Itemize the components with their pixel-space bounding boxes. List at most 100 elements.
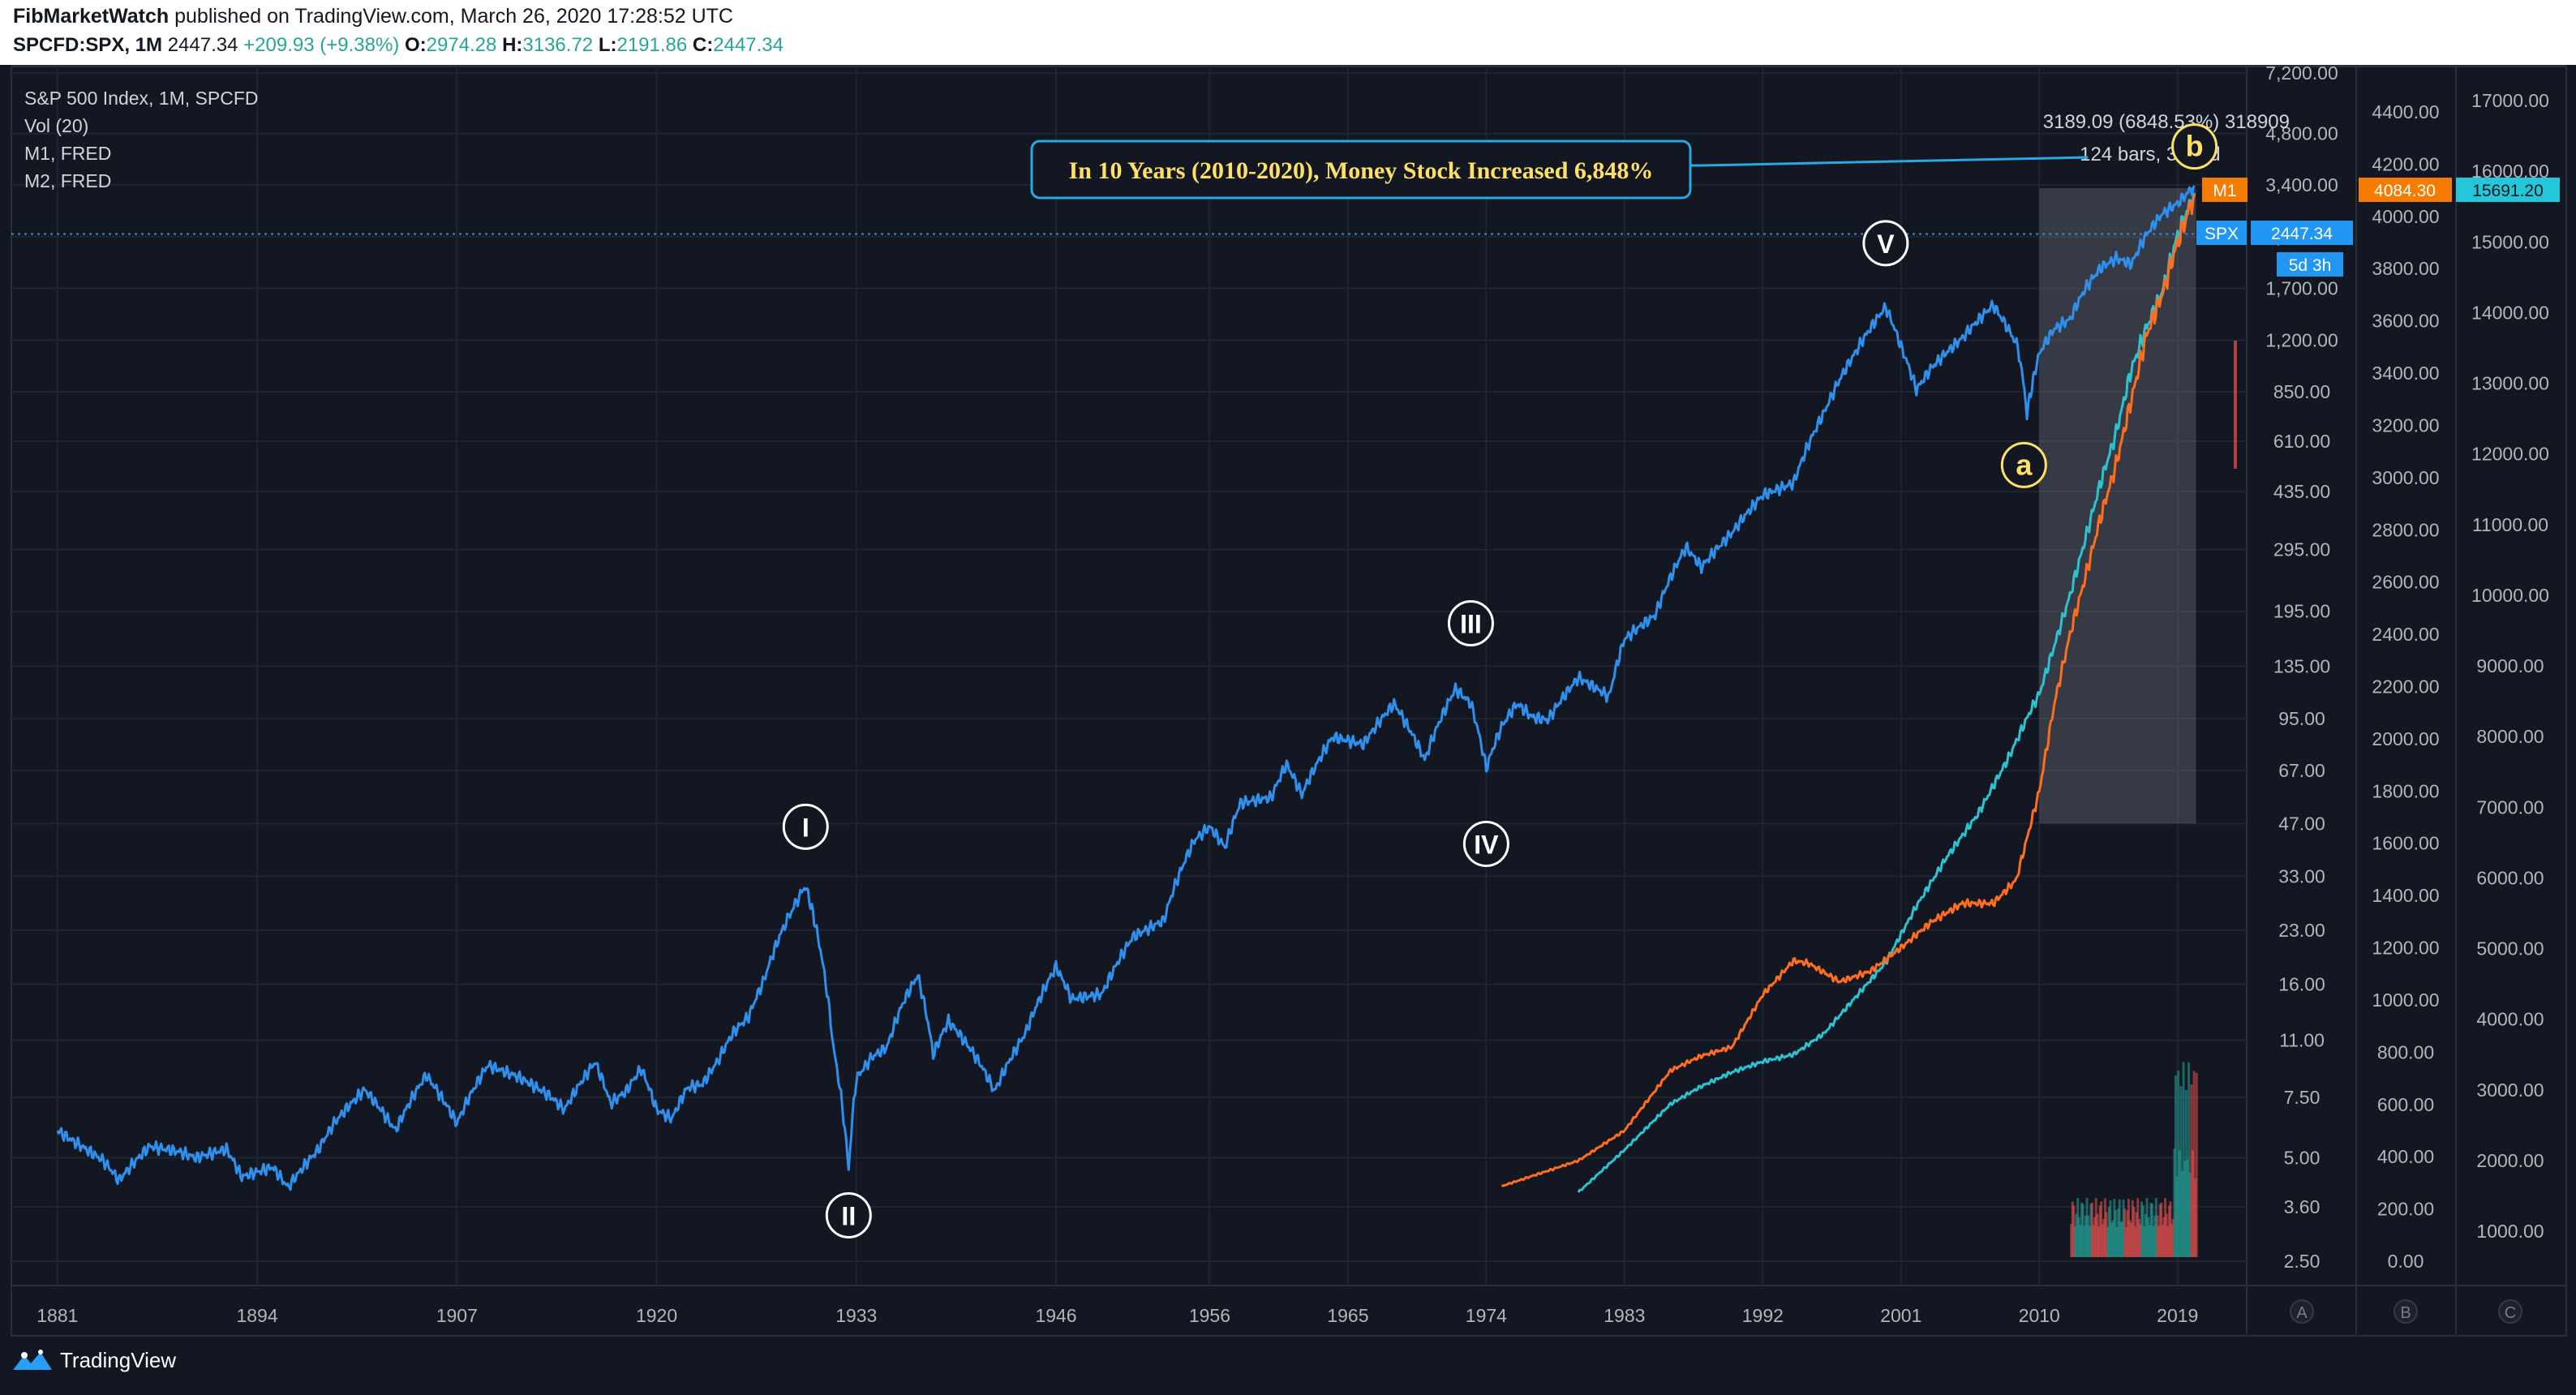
volume-bar <box>2181 1170 2184 1257</box>
axis-b-tick-label: 2400.00 <box>2372 624 2439 645</box>
axis-b-tick-label: 800.00 <box>2377 1041 2434 1062</box>
axis-c-tick-label: 13000.00 <box>2471 373 2549 394</box>
volume-bar <box>2175 1177 2179 1257</box>
volume-bar <box>2070 1224 2073 1257</box>
axis-b-tick-label: 3400.00 <box>2372 363 2439 384</box>
wave-label-text: III <box>1460 609 1482 638</box>
price-change: +209.93 (+9.38%) <box>243 34 400 56</box>
axis-b-tick-label: 3800.00 <box>2372 258 2439 279</box>
spx-badge-label: SPX <box>2205 225 2239 243</box>
axis-a-tick-label: 295.00 <box>2273 539 2330 560</box>
countdown-text: 5d 3h <box>2289 256 2332 275</box>
wave-label-circle <box>2000 441 2047 488</box>
volume-bar <box>2195 1072 2198 1257</box>
volume-bar <box>2188 1172 2192 1257</box>
wave-label-circle <box>2171 123 2218 170</box>
volume-bar <box>2150 1204 2153 1257</box>
spx-series-line <box>56 185 2196 1191</box>
volume-bar <box>2122 1200 2125 1257</box>
volume-bar <box>2147 1217 2150 1257</box>
volume-bar <box>2087 1215 2090 1257</box>
callout-box <box>1030 140 1692 200</box>
volume-bar <box>2128 1220 2132 1257</box>
volume-bar <box>2117 1208 2120 1257</box>
axis-a-tick-label: 47.00 <box>2278 813 2325 834</box>
axis-b-tick-label: 1600.00 <box>2372 833 2439 854</box>
axis-a-tick-label: 11.00 <box>2279 1030 2325 1051</box>
axis-c-tick-label: 2000.00 <box>2476 1150 2544 1171</box>
volume-bar <box>2173 1148 2176 1257</box>
axis-a-tick-label: 95.00 <box>2278 708 2325 729</box>
volume-bar <box>2113 1199 2116 1257</box>
axis-c-tick-label: 7000.00 <box>2476 796 2544 818</box>
low-value: 2191.86 <box>616 34 688 56</box>
axis-b-tick-label: 1800.00 <box>2372 780 2439 801</box>
chart-canvas[interactable]: 1881 1894 1907 1920 1933 1946 1956 1965 1974 1983… <box>0 0 2576 1337</box>
axis-a-tick-label: 5.00 <box>2284 1148 2321 1169</box>
axis-c-tick-label: 4000.00 <box>2476 1009 2544 1030</box>
footer-bar: TradingView <box>0 1337 2576 1395</box>
volume-bar <box>2149 1202 2153 1257</box>
volume-bar <box>2190 1084 2193 1257</box>
axis-b-tick-label: 200.00 <box>2377 1199 2434 1220</box>
axis-a-tick-label: 3,400.00 <box>2265 174 2338 195</box>
volume-bar <box>2092 1225 2095 1257</box>
axis-b-tick-label: 4000.00 <box>2372 206 2439 227</box>
ohlc-readout: SPCFD:SPX, 1M 2447.34 +209.93 (+9.38%) O… <box>13 34 784 57</box>
symbol-label: SPCFD:SPX, 1M <box>13 34 163 56</box>
volume-bar <box>2171 1218 2175 1257</box>
x-tick-label: 1894 <box>236 1305 277 1326</box>
volume-bar <box>2127 1199 2131 1257</box>
legend-title[interactable]: S&P 500 Index, 1M, SPCFD <box>24 88 259 109</box>
volume-bar <box>2072 1205 2076 1257</box>
legend-volume[interactable]: Vol (20) <box>24 115 89 136</box>
axis-c-tick-label: 6000.00 <box>2476 867 2544 888</box>
axis-b-tick-label: 0.00 <box>2388 1251 2424 1272</box>
volume-bar <box>2132 1207 2136 1257</box>
volume-bar <box>2104 1198 2107 1257</box>
volume-bar <box>2118 1199 2121 1257</box>
legend-m1[interactable]: M1, FRED <box>24 143 112 164</box>
axis-scale-label: B <box>2400 1304 2411 1322</box>
volume-bar <box>2089 1204 2093 1257</box>
volume-bar <box>2135 1212 2138 1257</box>
wave-label-text: II <box>841 1201 856 1230</box>
x-tick-label: 1992 <box>1742 1305 1784 1326</box>
volume-bar <box>2143 1226 2146 1257</box>
publish-header: FibMarketWatch published on TradingView.… <box>0 0 2576 65</box>
volume-bar <box>2105 1212 2108 1257</box>
volume-bar <box>2136 1198 2140 1257</box>
publisher-name[interactable]: FibMarketWatch <box>13 5 170 28</box>
axis-b-tick-label: 3600.00 <box>2372 311 2439 332</box>
low-label: L: <box>598 34 617 56</box>
volume-bar <box>2077 1217 2080 1257</box>
wave-label-text: a <box>2016 448 2033 481</box>
axis-c-tick-label: 8000.00 <box>2476 726 2544 747</box>
wave-label-circle <box>1862 220 1909 267</box>
volume-bar <box>2153 1215 2157 1257</box>
axis-scale-label: C <box>2505 1304 2516 1322</box>
volume-bar <box>2110 1222 2114 1257</box>
legend-m2[interactable]: M2, FRED <box>24 170 112 191</box>
volume-bar <box>2101 1224 2104 1257</box>
tradingview-logo[interactable]: TradingView <box>11 1348 176 1373</box>
m1-badge-tag <box>2202 178 2248 202</box>
axis-c-tick-label: 14000.00 <box>2471 302 2549 323</box>
x-tick-label: 2001 <box>1880 1305 1921 1326</box>
close-value: 2447.34 <box>713 34 784 56</box>
volume-bar <box>2194 1178 2197 1257</box>
volume-bar <box>2174 1075 2177 1257</box>
axis-scale-label: A <box>2296 1304 2308 1322</box>
x-tick-label: 1965 <box>1327 1305 1368 1326</box>
axis-b-tick-label: 3200.00 <box>2372 414 2439 436</box>
volume-bar <box>2191 1150 2194 1257</box>
axis-a-tick-label: 2.50 <box>2284 1251 2321 1272</box>
volume-bar <box>2079 1225 2082 1257</box>
high-label: H: <box>502 34 523 56</box>
volume-bar <box>2166 1226 2170 1257</box>
axis-a-tick-label: 850.00 <box>2273 381 2330 402</box>
volume-bar <box>2131 1200 2134 1257</box>
x-tick-label: 1956 <box>1189 1305 1230 1326</box>
volume-bar <box>2134 1226 2137 1257</box>
measure-text-change: 3189.09 (6848.53%) 318909 <box>2043 111 2290 133</box>
